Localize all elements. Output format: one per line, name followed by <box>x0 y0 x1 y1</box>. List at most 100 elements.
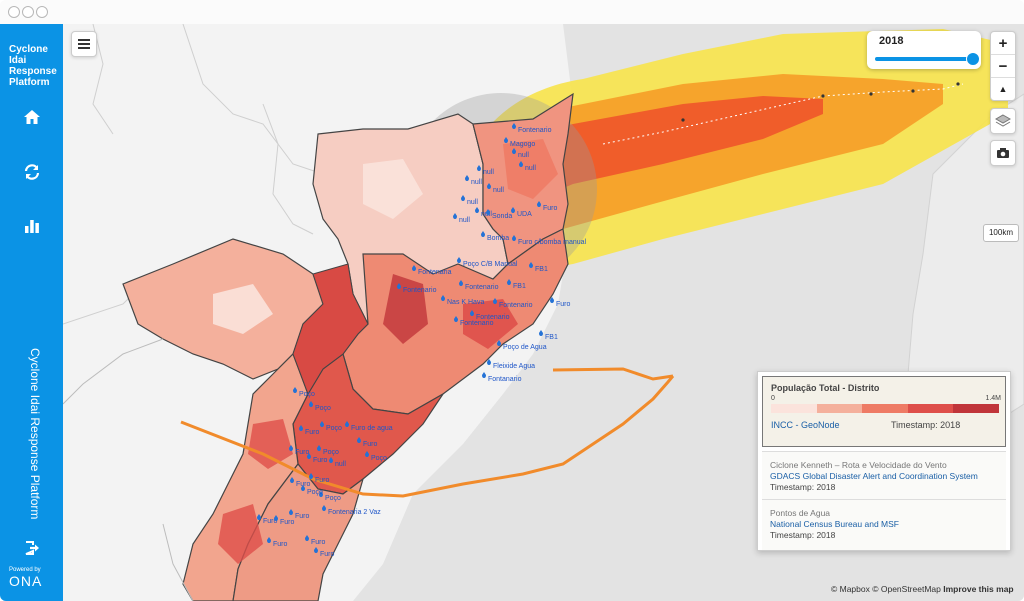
water-point-marker[interactable] <box>274 515 278 521</box>
water-point-marker[interactable] <box>314 547 318 553</box>
water-point-marker[interactable] <box>529 262 533 268</box>
legend-layer-title: Pontos de Agua <box>770 508 831 518</box>
home-icon[interactable] <box>20 105 44 129</box>
layers-button[interactable] <box>990 108 1016 134</box>
water-point-marker[interactable] <box>319 491 323 497</box>
water-point-marker[interactable] <box>289 445 293 451</box>
legend-layer-timestamp: Timestamp: 2018 <box>770 482 836 492</box>
water-point-marker[interactable] <box>317 445 321 451</box>
water-point-label: Fontenario <box>403 287 437 294</box>
water-point-marker[interactable] <box>459 280 463 286</box>
year-slider-track[interactable] <box>875 57 973 61</box>
brand-title[interactable]: Cyclone Idai Response Platform <box>9 44 57 88</box>
refresh-icon[interactable] <box>20 160 44 184</box>
legend-layer-water-points[interactable]: Pontos de Agua National Census Bureau an… <box>762 499 1006 550</box>
water-point-marker[interactable] <box>497 340 501 346</box>
water-point-marker[interactable] <box>504 137 508 143</box>
water-point-marker[interactable] <box>507 279 511 285</box>
water-point-marker[interactable] <box>307 453 311 459</box>
water-point-marker[interactable] <box>470 310 474 316</box>
water-point-marker[interactable] <box>357 437 361 443</box>
water-point-marker[interactable] <box>539 330 543 336</box>
maximize-window-dot[interactable] <box>36 6 48 18</box>
water-point-label: Furo <box>273 541 288 548</box>
water-points-layer: FontenarioMagogonullnullnullnullnullnull… <box>257 123 587 558</box>
screenshot-button[interactable] <box>990 140 1016 166</box>
legend-scale-max: 1.4M <box>985 395 1001 402</box>
legend-layer-title: Ciclone Kenneth – Rota e Velocidade do V… <box>770 460 947 470</box>
legend-layer-cyclone[interactable]: Ciclone Kenneth – Rota e Velocidade do V… <box>762 451 1006 499</box>
water-point-label: Sonda <box>492 213 512 220</box>
legend-active-layer[interactable]: População Total - Distrito 0 1.4M INCC -… <box>762 376 1006 447</box>
water-point-marker[interactable] <box>454 316 458 322</box>
water-point-label: Poço de Agua <box>503 344 547 351</box>
year-slider-box: 2018 <box>867 31 981 69</box>
water-point-marker[interactable] <box>519 161 523 167</box>
district-highlight[interactable] <box>292 263 369 396</box>
attribution-text[interactable]: © Mapbox © OpenStreetMap <box>831 584 941 594</box>
water-point-marker[interactable] <box>290 477 294 483</box>
water-point-marker[interactable] <box>477 165 481 171</box>
water-point-label: null <box>525 165 536 172</box>
legend-layer-source[interactable]: GDACS Global Disaster Alert and Coordina… <box>770 471 978 481</box>
minimize-window-dot[interactable] <box>22 6 34 18</box>
compass-icon[interactable]: ▲ <box>998 84 1008 94</box>
map-canvas[interactable]: Fontenario Magogo null null null null null null… <box>63 24 1024 601</box>
sidebar: Cyclone Idai Response Platform Cyclone I… <box>0 24 63 601</box>
water-point-marker[interactable] <box>301 485 305 491</box>
water-point-label: Fontenario <box>465 284 499 291</box>
water-point-marker[interactable] <box>461 195 465 201</box>
water-point-marker[interactable] <box>512 235 516 241</box>
water-point-marker[interactable] <box>322 505 326 511</box>
water-point-marker[interactable] <box>293 387 297 393</box>
legend-source-link[interactable]: INCC - GeoNode <box>771 420 840 430</box>
water-point-marker[interactable] <box>465 175 469 181</box>
water-point-marker[interactable] <box>365 451 369 457</box>
water-point-marker[interactable] <box>511 207 515 213</box>
water-point-label: Fontenario <box>476 314 510 321</box>
water-point-label: Furo <box>280 519 295 526</box>
water-point-marker[interactable] <box>512 123 516 129</box>
zoom-in-button[interactable]: + <box>991 32 1015 55</box>
water-point-marker[interactable] <box>482 372 486 378</box>
water-point-marker[interactable] <box>412 265 416 271</box>
water-point-marker[interactable] <box>481 231 485 237</box>
legend-panel: População Total - Distrito 0 1.4M INCC -… <box>757 371 1011 551</box>
close-window-dot[interactable] <box>8 6 20 18</box>
water-point-marker[interactable] <box>299 425 303 431</box>
water-point-marker[interactable] <box>537 201 541 207</box>
water-point-marker[interactable] <box>309 473 313 479</box>
water-point-marker[interactable] <box>550 297 554 303</box>
menu-button[interactable] <box>71 31 97 57</box>
water-point-marker[interactable] <box>453 213 457 219</box>
water-point-marker[interactable] <box>289 509 293 515</box>
water-point-marker[interactable] <box>397 283 401 289</box>
water-point-label: Poço <box>326 425 342 432</box>
water-point-marker[interactable] <box>493 298 497 304</box>
year-slider-thumb[interactable] <box>966 52 980 66</box>
water-point-marker[interactable] <box>475 207 479 213</box>
water-point-marker[interactable] <box>487 359 491 365</box>
water-point-marker[interactable] <box>267 537 271 543</box>
water-point-marker[interactable] <box>309 401 313 407</box>
water-point-marker[interactable] <box>257 514 261 520</box>
water-point-marker[interactable] <box>305 535 309 541</box>
legend-layer-source[interactable]: National Census Bureau and MSF <box>770 519 899 529</box>
water-point-label: Furo <box>296 481 311 488</box>
logout-icon[interactable] <box>20 536 44 560</box>
water-point-marker[interactable] <box>457 257 461 263</box>
water-point-marker[interactable] <box>320 421 324 427</box>
water-point-label: Fontenario <box>460 320 494 327</box>
improve-map-link[interactable]: Improve this map <box>943 584 1014 594</box>
water-point-marker[interactable] <box>441 295 445 301</box>
bar-chart-icon[interactable] <box>20 214 44 238</box>
water-point-label: null <box>459 217 470 224</box>
water-point-marker[interactable] <box>512 148 516 154</box>
zoom-out-button[interactable]: − <box>991 55 1015 78</box>
water-point-marker[interactable] <box>486 209 490 215</box>
ona-logo[interactable]: ONA <box>9 573 43 589</box>
water-point-marker[interactable] <box>345 421 349 427</box>
water-point-label: Furo <box>313 457 328 464</box>
water-point-marker[interactable] <box>487 183 491 189</box>
water-point-marker[interactable] <box>329 457 333 463</box>
